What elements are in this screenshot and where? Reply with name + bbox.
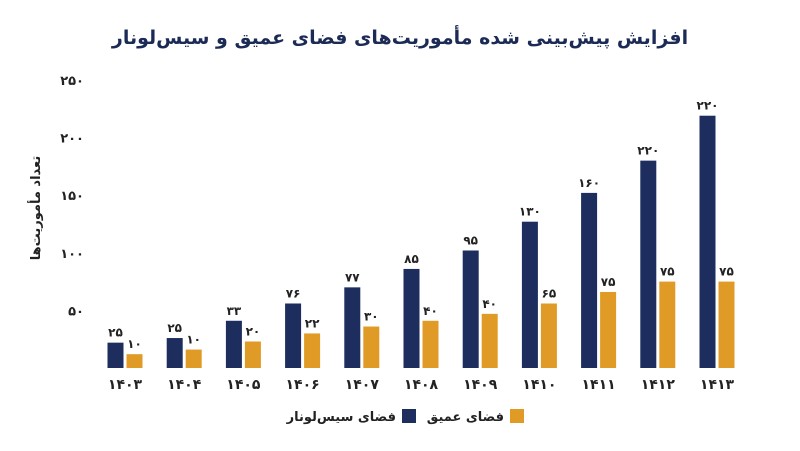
legend: فضای سیس‌لونار فضای عمیق bbox=[286, 409, 524, 425]
x-tick-label: ۱۴۰۳ bbox=[108, 377, 143, 393]
data-label-cislunar: ۷۶ bbox=[286, 286, 301, 300]
bar-cislunar bbox=[344, 287, 361, 368]
data-label-cislunar: ۹۵ bbox=[463, 233, 478, 247]
bar-deep-space bbox=[363, 326, 380, 368]
y-axis-ticks: ۵۰ ۱۰۰ ۱۵۰ ۲۰۰ ۲۵۰ bbox=[60, 74, 84, 319]
data-label-deep-space: ۶۵ bbox=[542, 286, 557, 300]
x-tick-label: ۱۴۰۶ bbox=[286, 377, 320, 393]
bar-deep-space bbox=[126, 354, 143, 368]
bar-cislunar bbox=[521, 221, 538, 368]
bar-cislunar bbox=[403, 268, 420, 368]
data-label-cislunar: ۷۷ bbox=[345, 270, 360, 284]
bar-deep-space bbox=[304, 333, 321, 368]
y-tick-label: ۵۰ bbox=[68, 304, 84, 319]
x-tick-label: ۱۴۱۲ bbox=[641, 377, 676, 393]
x-tick-label: ۱۴۰۴ bbox=[167, 377, 202, 393]
data-label-cislunar: ۱۶۰ bbox=[578, 176, 600, 190]
bar-deep-space bbox=[422, 320, 439, 368]
data-label-cislunar: ۲۵ bbox=[167, 321, 182, 335]
chart-title: افزایش پیش‌بینی شده مأموریت‌های فضای عمی… bbox=[111, 25, 688, 49]
data-label-deep-space: ۱۰ bbox=[127, 337, 142, 351]
bar-cislunar bbox=[462, 250, 479, 368]
legend-label-cislunar: فضای سیس‌لونار bbox=[286, 410, 396, 425]
data-label-deep-space: ۱۰ bbox=[186, 333, 201, 347]
bar-cislunar bbox=[581, 192, 598, 368]
x-axis-ticks: ۱۴۰۳ ۱۴۰۴ ۱۴۰۵ ۱۴۰۶ ۱۴۰۷ ۱۴۰۸ ۱۴۰۹ ۱۴۱۰ ۱۴۱۱ ۱۴۱۲… bbox=[108, 377, 735, 393]
x-tick-label: ۱۴۱۳ bbox=[700, 377, 735, 393]
y-tick-label: ۲۵۰ bbox=[60, 74, 84, 89]
data-label-deep-space: ۷۵ bbox=[660, 265, 675, 279]
legend-label-deep-space: فضای عمیق bbox=[427, 410, 504, 425]
bar-deep-space bbox=[600, 291, 617, 368]
x-tick-label: ۱۴۰۵ bbox=[226, 377, 261, 393]
bar-deep-space bbox=[718, 281, 735, 368]
bar-deep-space bbox=[244, 341, 261, 368]
bar-cislunar bbox=[640, 160, 657, 368]
y-axis-label: تعداد مأموریت‌ها bbox=[27, 156, 44, 261]
bar-deep-space bbox=[540, 303, 557, 368]
bars: ۲۵ ۱۰ ۲۵ ۱۰ ۳۳ ۲۰ ۷۶ ۲۲ ۷۷ ۳۰ ۸۵ ۴۰ ۹۵ ۴۰ ۱۳۰ ۶۵ ۱۶۰ ۷۵ ۲۲… bbox=[107, 99, 735, 368]
data-label-deep-space: ۷۵ bbox=[601, 275, 616, 289]
data-label-cislunar: ۸۵ bbox=[404, 252, 419, 266]
legend-swatch-cislunar bbox=[402, 409, 416, 423]
y-tick-label: ۱۵۰ bbox=[60, 189, 84, 204]
bar-cislunar bbox=[107, 342, 124, 368]
legend-swatch-deep-space bbox=[510, 409, 524, 423]
bar-cislunar bbox=[166, 338, 183, 368]
data-label-deep-space: ۲۰ bbox=[246, 325, 261, 339]
bar-cislunar bbox=[699, 115, 716, 368]
data-label-cislunar: ۲۲۰ bbox=[637, 144, 659, 158]
y-tick-label: ۱۰۰ bbox=[60, 247, 84, 262]
data-label-deep-space: ۳۰ bbox=[364, 310, 379, 324]
data-label-deep-space: ۴۰ bbox=[423, 304, 438, 318]
data-label-deep-space: ۷۵ bbox=[719, 265, 734, 279]
bar-deep-space bbox=[659, 281, 676, 368]
bar-deep-space bbox=[481, 313, 498, 368]
x-tick-label: ۱۴۱۰ bbox=[522, 377, 556, 393]
x-tick-label: ۱۴۰۸ bbox=[404, 377, 439, 393]
bar-cislunar bbox=[285, 303, 302, 368]
data-label-cislunar: ۱۳۰ bbox=[519, 205, 541, 219]
data-label-cislunar: ۲۲۰ bbox=[697, 99, 719, 113]
bar-deep-space bbox=[185, 349, 202, 368]
data-label-deep-space: ۲۲ bbox=[305, 316, 320, 330]
bar-cislunar bbox=[225, 320, 242, 368]
x-tick-label: ۱۴۰۹ bbox=[463, 377, 498, 393]
data-label-cislunar: ۳۳ bbox=[227, 304, 242, 318]
x-tick-label: ۱۴۰۷ bbox=[345, 377, 380, 393]
data-label-deep-space: ۴۰ bbox=[482, 297, 497, 311]
x-tick-label: ۱۴۱۱ bbox=[582, 377, 616, 393]
y-tick-label: ۲۰۰ bbox=[60, 132, 84, 147]
data-label-cislunar: ۲۵ bbox=[108, 326, 123, 340]
